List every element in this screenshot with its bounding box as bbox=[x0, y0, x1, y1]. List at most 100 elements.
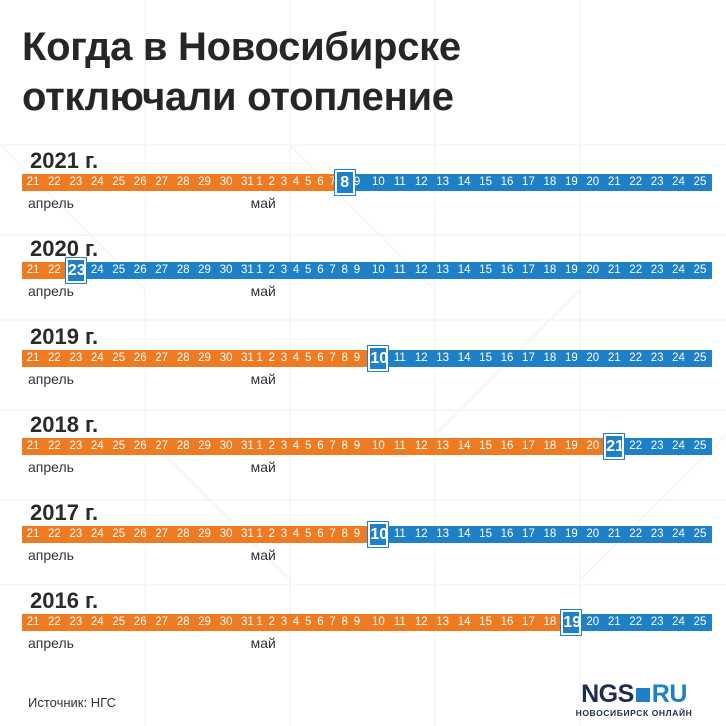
day-tick-label: 22 bbox=[48, 440, 61, 452]
day-tick-label: 17 bbox=[522, 176, 535, 188]
day-tick-label: 24 bbox=[90, 616, 104, 628]
day-tick-label: 19 bbox=[564, 352, 578, 364]
heating-off-segment bbox=[614, 438, 712, 455]
day-tick-label: 31 bbox=[241, 616, 254, 628]
day-tick-label: 2 bbox=[268, 528, 275, 540]
day-tick-label: 16 bbox=[500, 440, 514, 452]
heating-on-segment bbox=[22, 262, 76, 279]
day-tick-label: 8 bbox=[341, 616, 348, 628]
day-tick-label: 29 bbox=[198, 176, 211, 188]
day-tick-label: 17 bbox=[522, 264, 535, 276]
day-tick-label: 29 bbox=[198, 616, 211, 628]
day-tick-label: 13 bbox=[436, 528, 450, 540]
shutoff-day-marker: 19 bbox=[561, 610, 582, 635]
day-tick-label: 13 bbox=[436, 352, 450, 364]
day-tick-label: 2 bbox=[268, 352, 275, 364]
heating-on-segment bbox=[22, 438, 615, 455]
day-tick-label: 9 bbox=[353, 264, 361, 276]
day-tick-label: 31 bbox=[241, 176, 254, 188]
day-tick-label: 21 bbox=[26, 176, 40, 188]
day-tick-label: 15 bbox=[479, 352, 492, 364]
heating-off-segment bbox=[378, 350, 712, 367]
ngs-logo-text: NGS bbox=[581, 680, 634, 708]
day-tick-label: 21 bbox=[26, 352, 40, 364]
month-label-april: апрель bbox=[28, 547, 74, 563]
day-tick-label: 3 bbox=[280, 352, 288, 364]
month-label-april: апрель bbox=[28, 459, 74, 475]
day-tick-label: 15 bbox=[479, 616, 492, 628]
timeline-row: 2016 г. 21 22 23 24 25 26 27 28 29 30 31 1 2 3 4 5 6 7 8 9 10… bbox=[22, 588, 712, 678]
day-tick-label: 27 bbox=[155, 528, 169, 540]
heating-off-segment bbox=[75, 262, 712, 279]
day-tick-label: 24 bbox=[90, 528, 104, 540]
day-tick-label: 21 bbox=[26, 440, 40, 452]
year-label: 2019 г. bbox=[30, 324, 99, 349]
day-tick-label: 8 bbox=[341, 440, 348, 452]
day-tick-label: 23 bbox=[69, 528, 83, 540]
day-tick-label: 25 bbox=[693, 264, 707, 276]
day-tick-label: 9 bbox=[353, 528, 361, 540]
day-tick-label: 25 bbox=[112, 528, 126, 540]
day-tick-label: 26 bbox=[133, 616, 147, 628]
day-tick-label: 20 bbox=[586, 264, 600, 276]
day-tick-label: 21 bbox=[26, 528, 40, 540]
day-tick-label: 3 bbox=[280, 176, 288, 188]
day-tick-label: 4 bbox=[292, 176, 300, 188]
day-tick-label: 13 bbox=[436, 264, 450, 276]
day-tick-label: 23 bbox=[650, 176, 664, 188]
day-tick-label: 31 bbox=[241, 352, 254, 364]
day-tick-label: 15 bbox=[479, 176, 492, 188]
timeline-bar: 21 22 23 24 25 26 27 28 29 30 31 1 2 3 4 5 6 7 8 9 10 11 12 13 1… bbox=[22, 170, 712, 195]
day-tick-label: 1 bbox=[256, 176, 263, 188]
day-tick-label: 1 bbox=[256, 264, 263, 276]
day-tick-label: 19 bbox=[564, 264, 578, 276]
day-tick-label: 25 bbox=[112, 176, 126, 188]
day-tick-label: 4 bbox=[292, 528, 300, 540]
day-tick-label: 22 bbox=[48, 528, 61, 540]
day-tick-label: 18 bbox=[543, 176, 557, 188]
day-tick-label: 13 bbox=[436, 616, 450, 628]
shutoff-day-marker: 10 bbox=[368, 346, 389, 371]
day-tick-label: 8 bbox=[341, 264, 348, 276]
heating-off-segment bbox=[378, 526, 712, 543]
day-tick-label: 25 bbox=[693, 616, 707, 628]
day-tick-label: 10 bbox=[371, 616, 385, 628]
day-tick-label: 28 bbox=[176, 176, 190, 188]
source-note: Источник: НГС bbox=[28, 695, 116, 710]
day-tick-label: 15 bbox=[479, 528, 492, 540]
day-tick-label: 6 bbox=[317, 528, 324, 540]
day-tick-label: 23 bbox=[69, 176, 83, 188]
day-tick-label: 16 bbox=[500, 616, 514, 628]
day-tick-label: 18 bbox=[543, 352, 557, 364]
day-tick-label: 26 bbox=[133, 176, 147, 188]
day-tick-label: 30 bbox=[219, 264, 233, 276]
day-tick-label: 7 bbox=[329, 264, 336, 276]
day-tick-label: 8 bbox=[341, 352, 348, 364]
year-label: 2021 г. bbox=[30, 148, 99, 173]
day-tick-label: 25 bbox=[693, 440, 707, 452]
day-tick-label: 10 bbox=[371, 440, 385, 452]
day-tick-label: 12 bbox=[414, 528, 428, 540]
day-tick-label: 26 bbox=[133, 440, 147, 452]
day-tick-label: 25 bbox=[112, 440, 126, 452]
day-tick-label: 22 bbox=[629, 616, 643, 628]
day-tick-label: 7 bbox=[329, 352, 336, 364]
timeline-row: 2020 г. 21 22 23 24 25 26 27 28 29 30 31 1 2 3 4 5 6 7 8 9 10… bbox=[22, 236, 712, 326]
day-tick-label: 24 bbox=[672, 440, 685, 452]
day-tick-label: 15 bbox=[479, 440, 492, 452]
day-tick-label: 21 bbox=[607, 264, 621, 276]
month-label-may: май bbox=[250, 283, 276, 299]
day-tick-label: 21 bbox=[26, 264, 40, 276]
day-tick-label: 14 bbox=[457, 440, 471, 452]
day-tick-label: 11 bbox=[393, 528, 406, 540]
day-tick-label: 30 bbox=[219, 528, 233, 540]
day-tick-label: 13 bbox=[436, 176, 450, 188]
day-tick-label: 22 bbox=[629, 176, 643, 188]
timeline-bar: 21 22 23 24 25 26 27 28 29 30 31 1 2 3 4 5 6 7 8 9 10 11 12 13 1… bbox=[22, 522, 712, 547]
heating-on-segment bbox=[22, 350, 379, 367]
day-tick-label: 24 bbox=[90, 440, 104, 452]
year-label: 2017 г. bbox=[30, 500, 99, 525]
day-tick-label: 6 bbox=[317, 264, 324, 276]
day-tick-label: 27 bbox=[155, 176, 169, 188]
day-tick-label: 17 bbox=[522, 616, 535, 628]
